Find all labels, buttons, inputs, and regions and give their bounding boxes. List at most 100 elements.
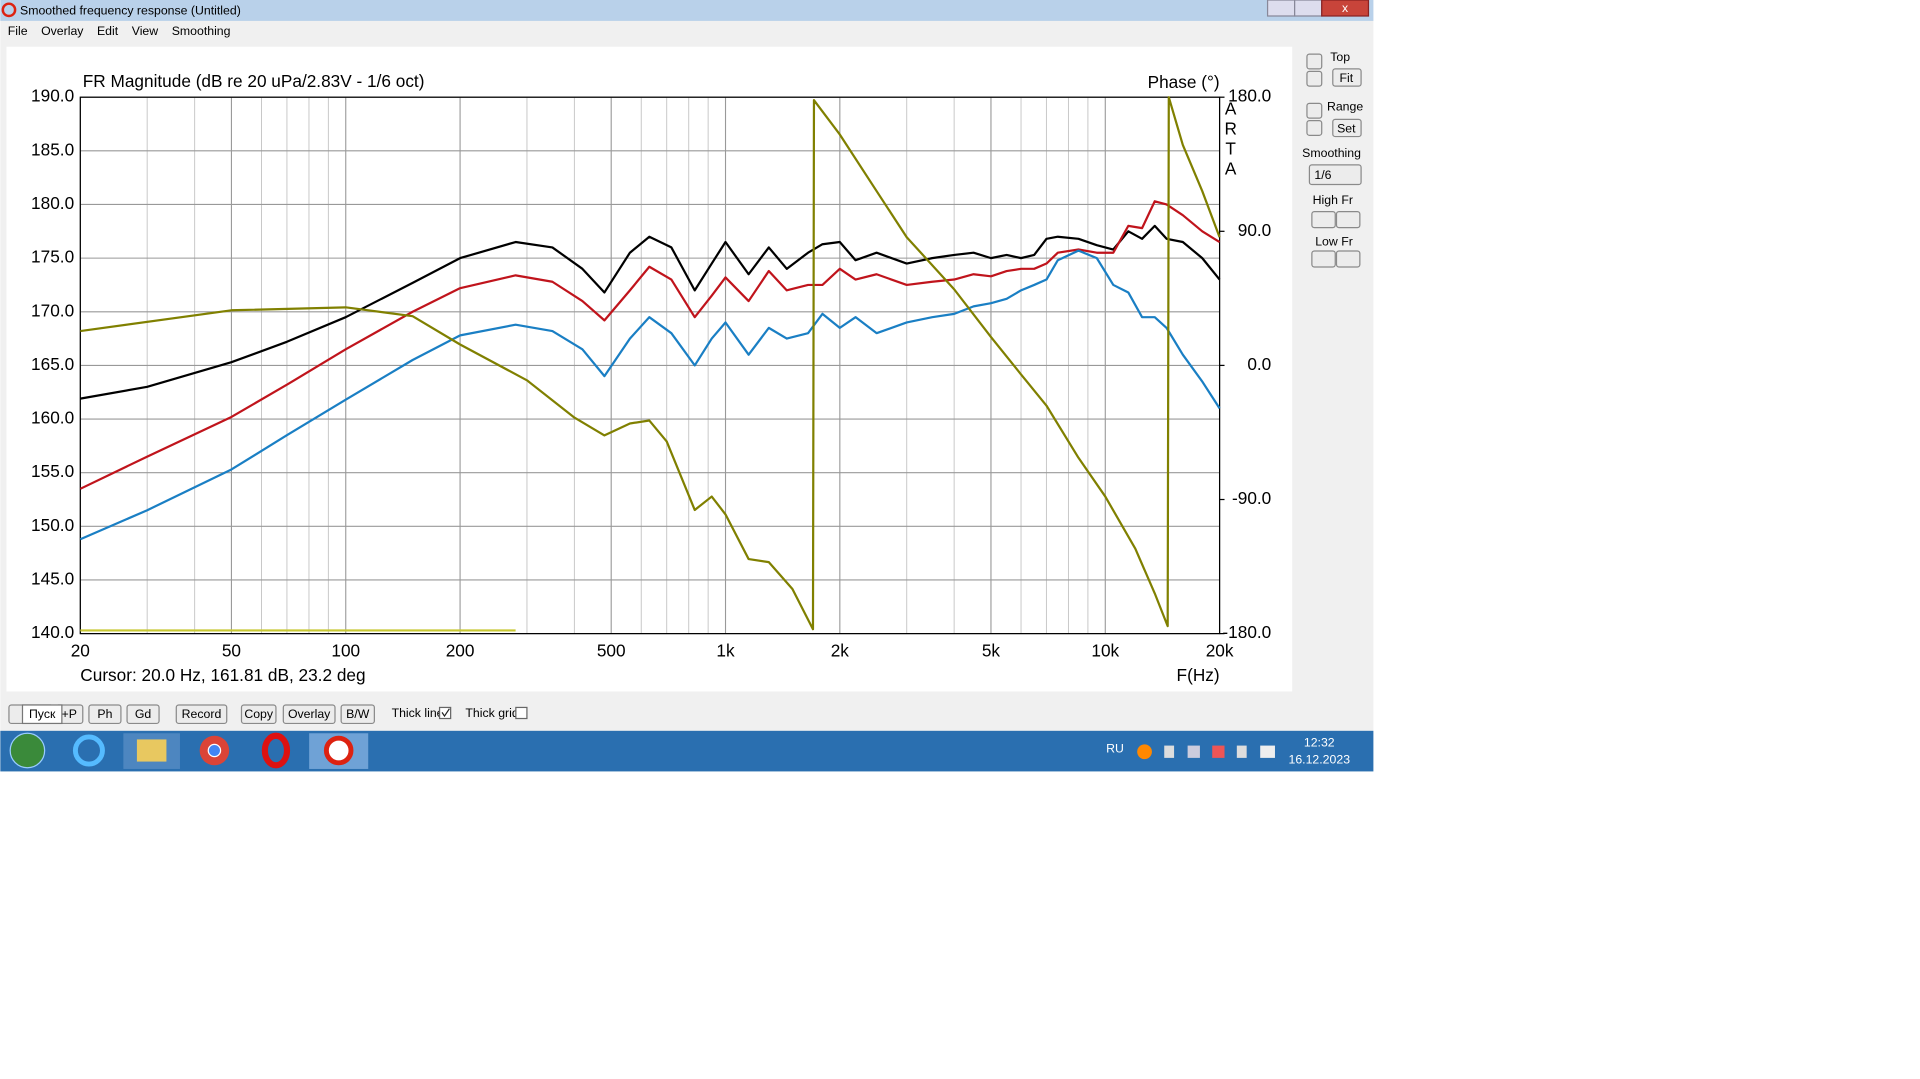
- y-tick-label: 190.0: [31, 86, 74, 106]
- y-tick-label: 140.0: [31, 622, 74, 642]
- low-fr-down[interactable]: [1311, 250, 1336, 268]
- menu-bar: File Overlay Edit View Smoothing: [8, 24, 231, 38]
- y-tick-label: 180.0: [31, 193, 74, 213]
- checkbox[interactable]: [515, 706, 528, 720]
- x-tick-label: 200: [446, 641, 475, 661]
- y2-tick-label: 0.0: [1247, 354, 1271, 374]
- series-line: [79, 200, 1221, 490]
- title-bar: [0, 0, 1374, 21]
- high-fr-up[interactable]: [1335, 211, 1361, 229]
- close-button[interactable]: [1321, 0, 1370, 17]
- toolbar-button-label: B/W: [346, 707, 370, 721]
- set-label: Set: [1337, 121, 1356, 135]
- y2-tick-label: -90.0: [1232, 488, 1271, 508]
- smoothing-value: 1/6: [1314, 168, 1331, 182]
- y-tick-label: 145.0: [31, 569, 74, 589]
- smoothing-select[interactable]: [1308, 164, 1362, 186]
- explorer-icon: [136, 739, 167, 762]
- toolbar-button-label: Record: [182, 707, 222, 721]
- menu-item[interactable]: Overlay: [41, 24, 84, 38]
- series-line: [79, 249, 1221, 541]
- spin-up[interactable]: [1306, 53, 1323, 70]
- y2-title: Phase (°): [1148, 72, 1220, 92]
- menu-item[interactable]: Smoothing: [172, 24, 231, 38]
- clock-date[interactable]: 16.12.2023: [1288, 753, 1350, 767]
- minimize-button[interactable]: [1266, 0, 1296, 17]
- toolbar-button[interactable]: [88, 704, 122, 725]
- x-tick-label: 50: [222, 641, 241, 661]
- x-tick-label: 20: [71, 641, 90, 661]
- tray-icon[interactable]: [1137, 744, 1152, 760]
- opera-icon[interactable]: [261, 732, 291, 769]
- toolbar-button-label: Copy: [244, 707, 274, 721]
- chart-title: FR Magnitude (dB re 20 uPa/2.83V - 1/6 o…: [83, 71, 425, 91]
- start-button[interactable]: [9, 732, 46, 769]
- menu-item[interactable]: View: [132, 24, 159, 38]
- tray-icon[interactable]: [1260, 745, 1275, 758]
- toolbar-button-label: +P: [62, 707, 77, 721]
- arta-icon: [323, 735, 354, 766]
- label-smoothing: Smoothing: [1302, 146, 1361, 160]
- tooltip-text: Пуск: [29, 707, 56, 721]
- toolbar-button[interactable]: [340, 704, 375, 725]
- tray-icon[interactable]: [1212, 745, 1225, 758]
- x-tick-label: 10k: [1091, 641, 1119, 661]
- tray-icon[interactable]: [1164, 745, 1175, 758]
- y2-tick-label: 90.0: [1238, 220, 1272, 240]
- menu-item[interactable]: File: [8, 24, 28, 38]
- toolbar-button-label: Ph: [97, 707, 112, 721]
- toolbar-button[interactable]: [240, 704, 277, 725]
- spin-up[interactable]: [1306, 102, 1323, 119]
- toolbar-button[interactable]: [126, 704, 160, 725]
- chart: 20 50 100 200 500 1k 2k 5k 10k 20k 140.0 145.0 150.0…: [31, 71, 1271, 685]
- chrome-center: [207, 743, 222, 758]
- checkbox-label: Thick line: [392, 706, 444, 720]
- tooltip: [21, 704, 63, 725]
- spin-down[interactable]: [1306, 70, 1323, 87]
- chart-panel: [6, 46, 1293, 692]
- y-tick-label: 170.0: [31, 300, 74, 320]
- menu-item[interactable]: Edit: [97, 24, 119, 38]
- label-low-fr: Low Fr: [1315, 235, 1353, 249]
- checkbox[interactable]: [438, 706, 452, 720]
- maximize-button[interactable]: [1294, 0, 1323, 17]
- y-tick-label: 160.0: [31, 408, 74, 428]
- spin-down[interactable]: [1306, 119, 1323, 136]
- y2-tick-label: 180.0: [1228, 86, 1271, 106]
- label-top: Top: [1330, 50, 1350, 64]
- toolbar-button-label: Gd: [135, 707, 152, 721]
- ie-icon[interactable]: [72, 734, 105, 767]
- series-line: [80, 96, 1221, 631]
- window-title: Smoothed frequency response (Untitled): [20, 3, 241, 17]
- y2-tick-label: -180.0: [1222, 622, 1271, 642]
- toolbar-button[interactable]: [175, 704, 228, 725]
- checkbox-check: [441, 708, 450, 718]
- series-line: [80, 224, 1221, 400]
- tray-icon[interactable]: [1187, 745, 1200, 758]
- y-tick-label: 165.0: [31, 354, 74, 374]
- fit-button[interactable]: [1332, 68, 1362, 87]
- x-tick-label: 1k: [716, 641, 735, 661]
- y-tick-label: 175.0: [31, 247, 74, 267]
- cursor-readout: Cursor: 20.0 Hz, 161.81 dB, 23.2 deg: [80, 665, 365, 685]
- tray-icon[interactable]: [1236, 745, 1247, 758]
- y-tick-label: 185.0: [31, 139, 74, 159]
- side-panel: Top Fit Range Set Smoothing 1/6 High Fr Low Fr: [1302, 50, 1363, 268]
- x-tick-label: 20k: [1206, 641, 1234, 661]
- x-tick-label: 100: [331, 641, 360, 661]
- high-fr-down[interactable]: [1311, 211, 1336, 229]
- y-tick-label: 155.0: [31, 461, 74, 481]
- close-glyph: x: [1342, 1, 1349, 15]
- set-button[interactable]: [1332, 118, 1362, 138]
- checkbox-label: Thick grid: [465, 706, 518, 720]
- toolbar-button[interactable]: [282, 704, 336, 725]
- fit-label: Fit: [1339, 71, 1353, 85]
- app-icon: [1, 2, 17, 18]
- clock-time[interactable]: 12:32: [1304, 735, 1335, 749]
- x-axis-label: F(Hz): [1177, 665, 1220, 685]
- y-tick-label: 150.0: [31, 515, 74, 535]
- language-indicator[interactable]: RU: [1106, 742, 1124, 756]
- low-fr-up[interactable]: [1335, 250, 1361, 268]
- label-high-fr: High Fr: [1313, 193, 1353, 207]
